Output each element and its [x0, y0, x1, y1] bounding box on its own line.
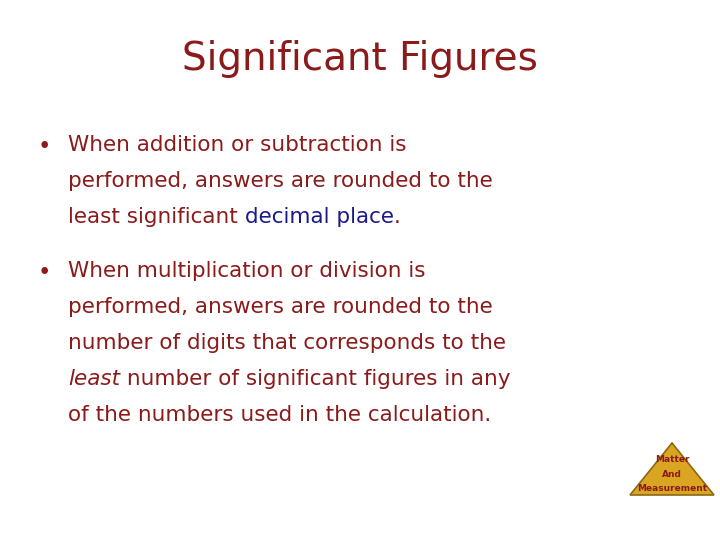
Text: performed, answers are rounded to the: performed, answers are rounded to the — [68, 297, 492, 317]
Text: performed, answers are rounded to the: performed, answers are rounded to the — [68, 171, 492, 191]
Text: Matter: Matter — [654, 455, 689, 464]
Text: least: least — [68, 369, 120, 389]
Text: of the numbers used in the calculation.: of the numbers used in the calculation. — [68, 405, 491, 425]
Text: .: . — [394, 207, 400, 227]
Text: And: And — [662, 470, 682, 478]
Text: number of digits that corresponds to the: number of digits that corresponds to the — [68, 333, 506, 353]
Text: Measurement: Measurement — [637, 484, 707, 493]
Text: When multiplication or division is: When multiplication or division is — [68, 261, 426, 281]
Text: decimal place: decimal place — [245, 207, 394, 227]
Polygon shape — [630, 443, 714, 495]
Text: least significant: least significant — [68, 207, 245, 227]
Text: When addition or subtraction is: When addition or subtraction is — [68, 135, 407, 155]
Text: •: • — [38, 261, 51, 284]
Text: •: • — [38, 135, 51, 158]
Text: Significant Figures: Significant Figures — [182, 40, 538, 78]
Text: number of significant figures in any: number of significant figures in any — [120, 369, 510, 389]
